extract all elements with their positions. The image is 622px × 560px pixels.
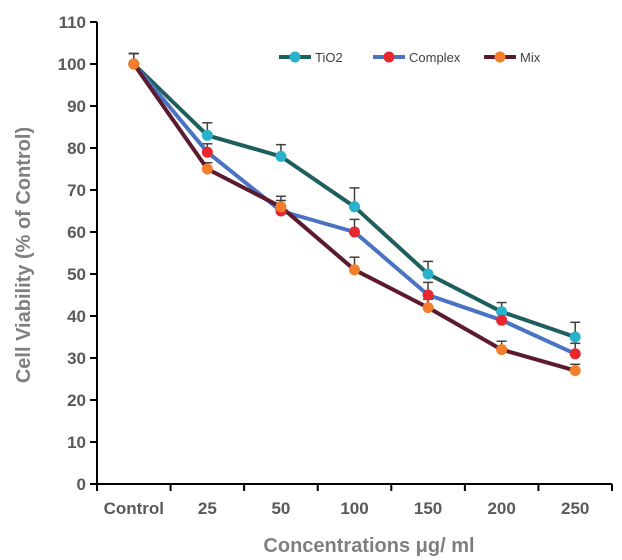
legend-label: Mix [520, 50, 541, 65]
data-point [201, 146, 213, 158]
data-point [422, 289, 434, 301]
data-point [569, 331, 581, 343]
data-point [422, 302, 434, 314]
legend: TiO2 Complex Mix [279, 50, 541, 65]
legend-marker [289, 51, 301, 63]
x-axis-title: Concentrations μg/ ml [263, 535, 474, 557]
y-tick-label: 10 [67, 433, 86, 452]
axes [96, 22, 612, 485]
data-point [496, 314, 508, 326]
legend-label: Complex [409, 50, 461, 65]
y-tick-label: 30 [67, 349, 86, 368]
y-tick-label: 80 [67, 139, 86, 158]
y-axis-title: Cell Viability (% of Control) [13, 127, 35, 383]
x-tick-label: Control [104, 499, 164, 518]
x-axis-ticks: Control 25 50 100 150 200 250 [96, 484, 613, 518]
legend-label: TiO2 [315, 50, 343, 65]
data-point [349, 264, 360, 276]
y-tick-label: 70 [67, 181, 86, 200]
x-tick-label: 100 [340, 499, 368, 518]
data-point [496, 306, 508, 318]
y-tick-label: 90 [67, 97, 86, 116]
x-tick-label: 200 [487, 499, 515, 518]
data-point [128, 58, 140, 70]
y-tick-label: 60 [67, 223, 86, 242]
data-point [349, 201, 360, 213]
series-markers-mix [128, 58, 581, 377]
data-point [496, 344, 508, 356]
data-point [275, 150, 287, 162]
y-tick-label: 20 [67, 391, 86, 410]
x-tick-label: 150 [414, 499, 442, 518]
data-point [349, 226, 360, 238]
y-tick-label: 110 [59, 13, 86, 32]
y-tick-label: 40 [67, 307, 86, 326]
y-axis-ticks: 0 10 20 30 40 50 60 70 80 90 100 110 [58, 13, 97, 494]
data-point [422, 268, 434, 280]
y-tick-label: 0 [77, 475, 86, 494]
x-tick-label: 50 [271, 499, 290, 518]
series-tio2 [128, 52, 581, 339]
y-tick-label: 50 [67, 265, 86, 284]
data-point [201, 129, 213, 141]
data-point [569, 348, 581, 360]
x-tick-label: 250 [561, 499, 589, 518]
data-point [569, 365, 581, 377]
legend-marker [494, 51, 506, 63]
series-layer [128, 52, 581, 377]
data-point [201, 163, 213, 175]
legend-marker [383, 51, 395, 63]
data-point [275, 201, 287, 213]
y-tick-label: 100 [58, 55, 86, 74]
x-tick-label: 25 [198, 499, 217, 518]
